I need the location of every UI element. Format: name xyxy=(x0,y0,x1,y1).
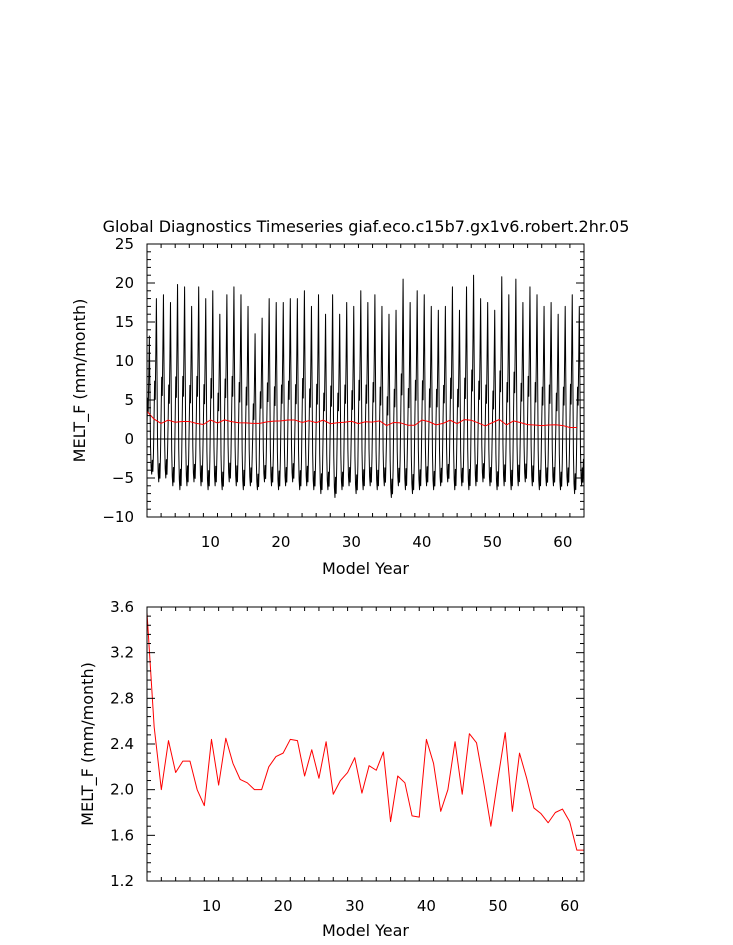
top-x-tick-label: 30 xyxy=(342,533,361,551)
top-x-tick-label: 60 xyxy=(553,533,572,551)
bottom-x-tick-label: 50 xyxy=(488,897,507,915)
bottom-x-tick-label: 30 xyxy=(345,897,364,915)
top-x-tick-label: 10 xyxy=(201,533,220,551)
bottom-y-tick-label: 1.6 xyxy=(110,826,134,844)
top-chart-marks xyxy=(146,274,584,498)
top-y-tick-label: −10 xyxy=(102,508,134,526)
top-chart-frame xyxy=(146,243,585,518)
bottom-y-tick-label: 2.8 xyxy=(110,689,134,707)
top-chart-axes: 10 20 30 40 50 60 −10 −5 0 5 10 15 20 25 xyxy=(102,235,585,551)
top-series-annual-line xyxy=(146,410,577,429)
bottom-x-tick-label: 40 xyxy=(417,897,436,915)
top-x-tick-label: 50 xyxy=(483,533,502,551)
bottom-y-axis-label: MELT_F (mm/month) xyxy=(78,662,98,826)
bottom-x-tick-label: 20 xyxy=(274,897,293,915)
top-y-axis-label: MELT_F (mm/month) xyxy=(70,299,90,463)
top-y-tick-label: 25 xyxy=(115,235,134,253)
bottom-chart-marks xyxy=(146,612,584,851)
top-y-tick-label: 20 xyxy=(115,274,134,292)
bottom-y-tick-label: 3.6 xyxy=(110,598,134,616)
bottom-x-tick-label: 10 xyxy=(202,897,221,915)
top-y-tick-label: 10 xyxy=(115,352,134,370)
bottom-x-tick-label: 60 xyxy=(560,897,579,915)
bottom-series-annual-line xyxy=(146,612,584,851)
bottom-y-tick-label: 2.0 xyxy=(110,781,134,799)
top-x-tick-label: 40 xyxy=(412,533,431,551)
top-series-monthly-line xyxy=(146,274,584,498)
bottom-x-axis-label: Model Year xyxy=(322,921,409,940)
top-x-axis-label: Model Year xyxy=(322,559,409,578)
top-chart-panel: 10 20 30 40 50 60 −10 −5 0 5 10 15 20 25 Model Year M… xyxy=(70,235,585,578)
top-x-tick-label: 20 xyxy=(271,533,290,551)
figure-title: Global Diagnostics Timeseries giaf.eco.c… xyxy=(103,217,630,236)
bottom-chart-panel: 10 20 30 40 50 60 1.2 1.6 2.0 2.4 2.8 3.2 3.6 Model … xyxy=(78,598,585,940)
top-y-tick-label: −5 xyxy=(112,469,134,487)
top-y-tick-label: 5 xyxy=(124,391,134,409)
bottom-y-tick-label: 1.2 xyxy=(110,872,134,890)
bottom-y-tick-label: 3.2 xyxy=(110,644,134,662)
bottom-y-tick-label: 2.4 xyxy=(110,735,134,753)
bottom-chart-axes: 10 20 30 40 50 60 1.2 1.6 2.0 2.4 2.8 3.2 3.6 xyxy=(110,598,584,915)
top-y-tick-label: 0 xyxy=(124,430,134,448)
top-y-tick-label: 15 xyxy=(115,313,134,331)
